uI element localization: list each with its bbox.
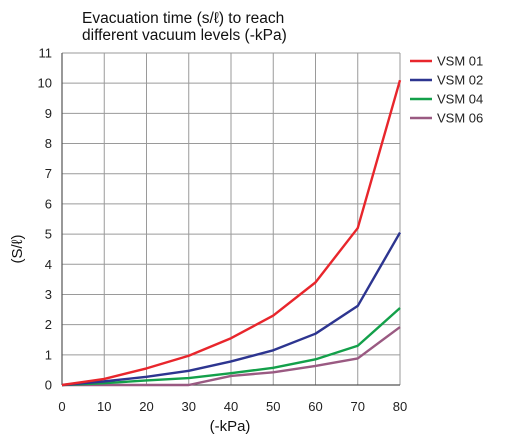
x-tick-label: 70 [351,399,365,414]
y-tick-label: 11 [39,46,53,61]
chart-title-line-1: Evacuation time (s/ℓ) to reach [82,10,284,27]
y-tick-label: 2 [45,317,52,332]
y-tick-label: 5 [45,227,52,242]
y-tick-label: 7 [45,166,52,181]
y-tick-label: 9 [45,106,52,121]
series-line [62,326,401,387]
chart-title-line-2: different vacuum levels (-kPa) [82,27,287,44]
y-axis-label: (S/ℓ) [9,234,26,263]
x-tick-label: 10 [97,399,111,414]
grid [61,52,401,386]
x-axis-label: (-kPa) [210,418,251,435]
y-tick-labels: 0 1 2 3 4 5 6 7 8 9 10 11 [38,46,52,393]
x-tick-label: 30 [182,399,196,414]
legend-label: VSM 02 [437,73,483,88]
x-tick-label: 80 [393,399,407,414]
x-tick-label: 60 [308,399,322,414]
x-tick-label: 50 [266,399,280,414]
y-tick-label: 8 [45,136,52,151]
y-tick-label: 1 [45,347,52,362]
y-tick-label: 3 [45,287,52,302]
series-line [61,79,402,387]
y-tick-label: 10 [38,76,52,91]
legend-label: VSM 01 [437,54,483,69]
y-tick-label: 4 [45,257,52,272]
legend-label: VSM 06 [437,111,483,126]
x-tick-label: 20 [139,399,153,414]
x-tick-label: 0 [58,399,65,414]
series-lines [61,79,402,387]
series-line [61,307,401,387]
legend-label: VSM 04 [437,92,483,107]
x-tick-label: 40 [224,399,238,414]
y-tick-label: 0 [45,378,52,393]
y-tick-label: 6 [45,196,52,211]
series-line [61,231,402,387]
legend: VSM 01 VSM 02 VSM 04 VSM 06 [410,54,483,126]
x-tick-labels: 0 10 20 30 40 50 60 70 80 [58,399,407,414]
